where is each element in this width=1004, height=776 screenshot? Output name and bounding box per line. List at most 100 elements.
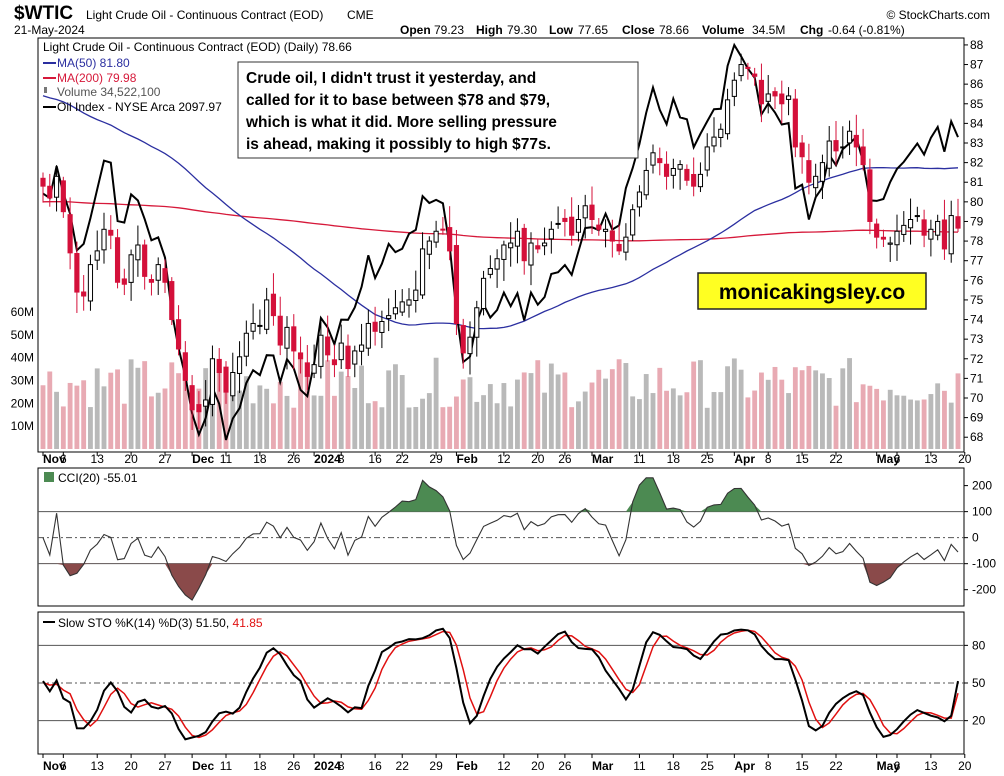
x-axis-top-label: 20 — [124, 452, 138, 466]
volume-bar — [460, 379, 466, 449]
volume-bar — [542, 392, 547, 449]
candle-body — [616, 243, 622, 252]
volume-bar — [799, 370, 805, 449]
legend-volume: Volume 34,522,100 — [57, 85, 161, 99]
price-tick-label: 87 — [970, 58, 984, 72]
watermark-box — [697, 272, 927, 310]
chg-label: Chg — [800, 23, 823, 37]
sto-sep: , — [226, 616, 233, 630]
candle-body — [108, 229, 114, 236]
candle-body — [569, 216, 575, 236]
candle-body — [697, 173, 704, 188]
x-axis-top-label: 18 — [667, 452, 681, 466]
candle-body — [535, 245, 541, 250]
watermark-text: monicakingsley.co — [719, 281, 905, 304]
legend-oil-index: Oil Index - NYSE Arca 2097.97 — [57, 100, 222, 114]
candle-body — [216, 358, 222, 374]
price-tick-label: 75 — [970, 293, 984, 307]
price-tick-label: 78 — [970, 234, 984, 248]
volume-bar — [447, 406, 453, 449]
price-tick-label: 71 — [970, 371, 984, 385]
volume-bar — [81, 380, 87, 449]
candle-body — [53, 175, 60, 198]
candle-body — [596, 224, 602, 230]
candle-body — [291, 326, 297, 352]
x-axis-bottom-label: 26 — [558, 759, 572, 773]
annotation-line-3: which is what it did. More selling press… — [245, 114, 557, 131]
x-axis-bottom-label: Dec — [192, 759, 214, 773]
volume-bar — [670, 388, 676, 449]
annotation-box: Crude oil, I didn't trust it yesterday, … — [237, 61, 639, 159]
candle-body — [541, 242, 548, 247]
candle-body — [948, 215, 954, 255]
price-tick-label: 85 — [970, 97, 984, 111]
volume-bar — [752, 390, 758, 449]
x-axis-bottom-label: 26 — [287, 759, 301, 773]
candle-body — [589, 204, 595, 220]
volume-bar — [792, 367, 798, 449]
x-axis-bottom-label: Nov — [43, 759, 66, 773]
candle-body — [657, 158, 663, 164]
sto-title: Slow STO %K(14) %D(3) 51.50, 41.85 — [58, 616, 263, 630]
volume-bar — [847, 358, 852, 449]
volume-bar — [115, 369, 120, 449]
volume-bar — [379, 407, 385, 449]
candle-body — [867, 169, 873, 222]
volume-bar — [548, 363, 554, 449]
candle-body — [575, 219, 582, 233]
x-axis-top-label: 27 — [158, 452, 172, 466]
volume-bar — [250, 403, 256, 449]
volume-bar — [237, 390, 242, 449]
volume-tick-label: 60M — [11, 305, 34, 319]
volume-bar — [284, 395, 290, 449]
candle-body — [433, 230, 439, 243]
candle-body — [521, 227, 527, 262]
x-axis-top-label: 18 — [253, 452, 267, 466]
candle-body — [155, 264, 161, 281]
volume-axis: 10M 20M 30M 40M 50M 60M — [11, 305, 34, 433]
volume-bar — [603, 378, 608, 449]
candle-body — [785, 95, 792, 100]
legend-volume-swatch — [44, 87, 47, 93]
candle-body — [724, 99, 731, 135]
candle-body — [663, 163, 670, 177]
volume-bar — [149, 396, 154, 449]
x-axis-bottom-label: 20 — [958, 759, 972, 773]
x-axis-top-label: Feb — [456, 452, 477, 466]
cci-legend-swatch — [44, 472, 54, 482]
candle-body — [318, 334, 324, 367]
candle-body — [270, 293, 277, 317]
x-axis-top-label: 2024 — [314, 452, 341, 466]
candle-body — [250, 322, 256, 332]
volume-bar — [942, 390, 947, 449]
candle-body — [236, 356, 243, 374]
candle-body — [508, 242, 514, 249]
cci-legend: CCI(20) -55.01 — [44, 471, 138, 485]
low-value: 77.65 — [578, 23, 608, 37]
price-tick-label: 83 — [970, 136, 984, 150]
chart-header: $WTIC Light Crude Oil - Continuous Contr… — [14, 3, 990, 37]
x-axis-top-label: 11 — [220, 452, 233, 466]
candle-body — [419, 248, 426, 296]
volume-bar — [426, 393, 432, 449]
annotation-line-1: Crude oil, I didn't trust it yesterday, … — [246, 70, 536, 87]
volume-bar — [515, 379, 520, 449]
x-axis-bottom-label: 16 — [368, 759, 382, 773]
volume-bar — [867, 385, 873, 449]
volume-bar — [413, 406, 419, 449]
candle-body — [474, 307, 480, 338]
volume-bar — [264, 388, 270, 449]
candle-body — [826, 140, 832, 169]
x-axis-top-label: 8 — [765, 452, 772, 466]
volume-bar — [325, 360, 331, 449]
volume-bar — [501, 383, 507, 449]
volume-bar — [840, 368, 846, 449]
candle-body — [582, 205, 588, 219]
volume-bar — [630, 396, 636, 449]
volume-bar — [88, 407, 93, 449]
sto-k-value: 51.50 — [196, 616, 226, 630]
candle-body — [941, 219, 948, 250]
price-tick-label: 72 — [970, 352, 984, 366]
